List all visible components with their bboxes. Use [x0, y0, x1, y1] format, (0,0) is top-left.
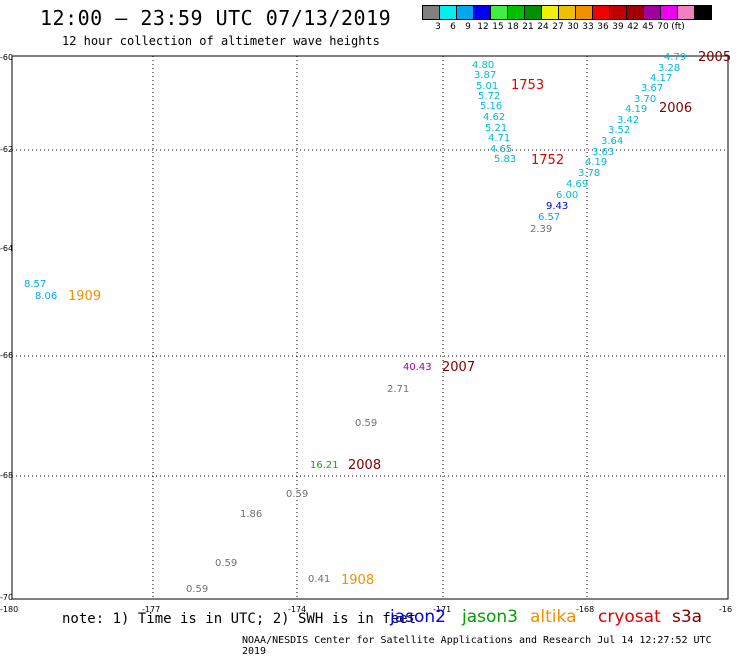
- wave-height-reading: 4.62: [483, 112, 505, 123]
- wave-height-reading: 9.43: [546, 201, 568, 212]
- wave-height-reading: 2.39: [530, 224, 552, 235]
- wave-height-reading: 8.57: [24, 279, 46, 290]
- wave-height-reading: 3.70: [634, 94, 656, 105]
- longitude-tick-label: -174: [288, 605, 306, 614]
- wave-height-reading: 3.42: [617, 115, 639, 126]
- pass-time-label: 2005: [698, 50, 731, 65]
- wave-height-reading: 3.63: [592, 147, 614, 158]
- map-title: 12:00 – 23:59 UTC 07/13/2019: [40, 6, 392, 30]
- wave-height-reading: 4.17: [650, 73, 672, 84]
- wave-height-reading: 3.52: [608, 125, 630, 136]
- legend-s3a: s3a: [672, 607, 703, 627]
- color-scale-labels: 3 6 9 12 15 18 21 24 27 30 33 36 39 42 45 70 (ft): [423, 22, 685, 32]
- wave-height-reading: 0.59: [215, 558, 237, 569]
- wave-height-reading: 2.71: [387, 384, 409, 395]
- longitude-tick-label: -168: [576, 605, 594, 614]
- color-scale-label: 45: [642, 22, 654, 32]
- wave-height-reading: 4.71: [488, 133, 510, 144]
- wave-height-reading: 1.86: [240, 509, 262, 520]
- color-scale-label: 12: [477, 22, 489, 32]
- legend-cryosat: cryosat: [598, 607, 661, 627]
- wave-height-reading: 0.41: [308, 574, 330, 585]
- wave-height-reading: 0.59: [186, 584, 208, 595]
- color-scale-label: 36: [597, 22, 609, 32]
- longitude-tick-label: -16: [719, 605, 732, 614]
- color-scale-label: 15: [492, 22, 504, 32]
- wave-height-reading: 5.16: [480, 101, 502, 112]
- map-frame: [11, 55, 729, 600]
- wave-height-reading: 40.43: [403, 362, 432, 373]
- longitude-tick-label: -177: [142, 605, 160, 614]
- wave-height-reading: 5.72: [478, 91, 500, 102]
- units-note: note: 1) Time is in UTC; 2) SWH is in fe…: [62, 611, 417, 627]
- pass-time-label: 2007: [442, 360, 475, 375]
- wave-height-reading: 5.83: [494, 154, 516, 165]
- wave-height-reading: 0.59: [355, 418, 377, 429]
- latitude-tick-label: -66: [0, 351, 13, 360]
- legend-jason3: jason3: [462, 607, 518, 627]
- longitude-tick-label: -180: [0, 605, 18, 614]
- latitude-tick-label: -70: [0, 593, 13, 602]
- wave-height-reading: 8.06: [35, 291, 57, 302]
- color-scale-label: 70: [657, 22, 669, 32]
- axis-tick-labels: -60 -62 -64 -66 -68 -70 -180 -177 -174 -171 -168 -1…: [0, 53, 732, 614]
- color-scale-label: 27: [552, 22, 564, 32]
- pass-time-label: 1908: [341, 573, 374, 588]
- legend-jason2: jason2: [390, 607, 446, 627]
- wave-height-reading: 6.57: [538, 212, 560, 223]
- wave-height-reading: 4.79: [664, 52, 686, 63]
- wave-height-reading: 4.80: [472, 60, 494, 71]
- wave-height-reading: 0.59: [286, 489, 308, 500]
- pass-time-label: 2008: [348, 458, 381, 473]
- latitude-tick-label: -60: [0, 53, 13, 62]
- credit-line: NOAA/NESDIS Center for Satellite Applica…: [242, 635, 712, 657]
- color-scale-label: 3: [435, 22, 441, 32]
- color-scale-label: 21: [522, 22, 534, 32]
- map-subtitle: 12 hour collection of altimeter wave hei…: [62, 34, 380, 48]
- wave-height-reading: 3.64: [601, 136, 623, 147]
- color-scale-label: 6: [450, 22, 456, 32]
- wave-height-reading: 3.87: [474, 70, 496, 81]
- color-scale-label: 18: [507, 22, 519, 32]
- color-scale-label: 9: [465, 22, 471, 32]
- color-scale-label: 30: [567, 22, 579, 32]
- latitude-tick-label: -68: [0, 471, 13, 480]
- wave-height-reading: 6.00: [556, 190, 578, 201]
- wave-height-reading: 4.69: [566, 179, 588, 190]
- wave-height-reading: 4.65: [490, 144, 512, 155]
- color-swatch: [694, 5, 712, 20]
- wave-height-reading: 16.21: [310, 460, 339, 471]
- color-scale-label: (ft): [671, 22, 685, 32]
- color-scale-bar: [422, 5, 712, 20]
- wave-height-reading: 5.21: [485, 123, 507, 134]
- wave-height-reading: 4.19: [625, 104, 647, 115]
- color-scale-label: 42: [627, 22, 639, 32]
- wave-height-reading: 3.67: [641, 83, 663, 94]
- pass-time-label: 1753: [511, 78, 544, 93]
- color-scale-label: 24: [537, 22, 549, 32]
- wave-readings: 4.803.875.015.725.164.625.214.714.655.83…: [24, 52, 686, 595]
- latitude-tick-label: -62: [0, 145, 13, 154]
- pass-time-label: 2006: [659, 101, 692, 116]
- pass-time-label: 1752: [531, 153, 564, 168]
- pass-time-label: 1909: [68, 289, 101, 304]
- wave-height-reading: 3.78: [578, 168, 600, 179]
- grid-lines: [12, 56, 728, 599]
- legend-altika: altika: [530, 607, 577, 627]
- color-scale-label: 33: [582, 22, 594, 32]
- wave-height-reading: 3.28: [658, 63, 680, 74]
- latitude-tick-label: -64: [0, 244, 13, 253]
- wave-height-reading: 4.19: [585, 157, 607, 168]
- color-scale-label: 39: [612, 22, 624, 32]
- wave-height-reading: 5.01: [476, 81, 498, 92]
- longitude-tick-label: -171: [433, 605, 451, 614]
- pass-labels: 1753 1752 2005 2006 1909 2007 2008 1908: [68, 50, 731, 588]
